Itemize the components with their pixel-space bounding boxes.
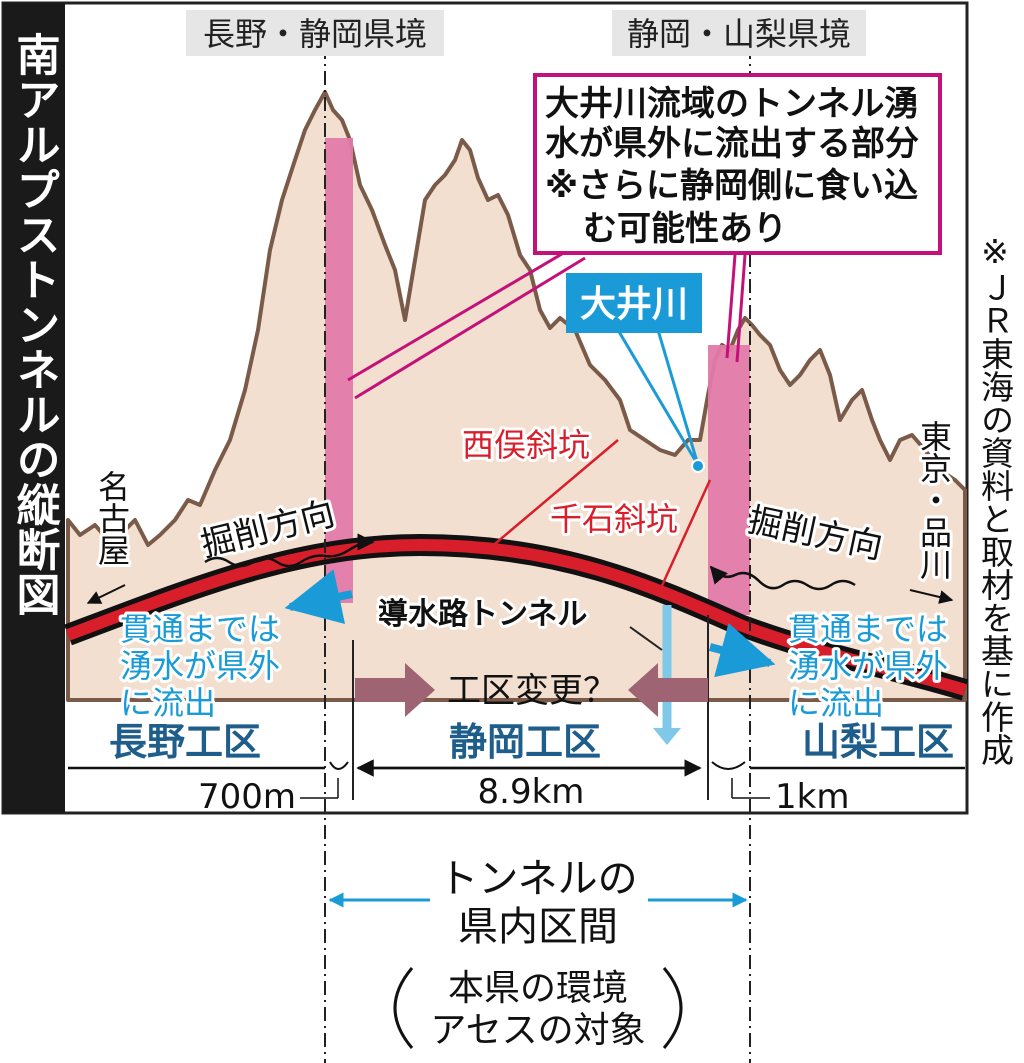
river-pointer-1	[616, 329, 700, 466]
source-note: ※ＪＲ東海の資料と取材を基に作成	[976, 232, 1015, 766]
change-arrow-left	[355, 663, 435, 717]
nishimata-label: 西俣斜坑	[462, 426, 590, 464]
title-bar	[3, 3, 65, 813]
outflow-arrow-right	[708, 622, 776, 678]
border-label-left: 長野・静岡県境	[203, 15, 427, 53]
aqueduct-arrowhead	[653, 728, 681, 745]
border-label-left-bg	[186, 10, 444, 56]
distance-yamanashi: 1km	[775, 777, 849, 817]
paren-left	[393, 967, 414, 1049]
in-prefecture-line-4: アセスの対象	[430, 1010, 645, 1051]
outflow-arrow-left	[284, 569, 353, 625]
callout-leader-left-2	[354, 256, 586, 400]
callout-leader-right-2	[735, 254, 747, 363]
outflow-zone-nagano	[325, 138, 353, 603]
destination-west: 名古屋	[93, 470, 131, 566]
tunnel-fill	[65, 538, 967, 696]
change-label: 工区変更？	[447, 671, 617, 711]
outflow-left-line-1: 貫通までは	[120, 610, 280, 648]
outflow-left-line-2: 湧水が県外	[120, 647, 280, 685]
distance-nagano: 700m	[198, 777, 296, 817]
river-label: 大井川	[580, 284, 688, 325]
change-arrow-right	[628, 663, 708, 717]
excavation-wave-left	[204, 533, 375, 568]
aqueduct-label: 導水路トンネル	[378, 597, 587, 632]
outflow-right-line-3: に流出	[788, 684, 884, 722]
border-label-right: 静岡・山梨県境	[627, 15, 851, 53]
callout-line-4: む可能性あり	[583, 209, 787, 249]
callout-box	[533, 73, 942, 255]
diagram-title: 南アルプストンネルの縦断図	[9, 32, 61, 617]
in-prefecture-line-2: 県内区間	[458, 904, 618, 950]
distance-1km-bracket	[711, 761, 746, 770]
distance-700m-bracket	[329, 761, 349, 770]
senzoku-shaft	[658, 479, 712, 591]
paren-right	[662, 967, 683, 1049]
callout-leader-left-1	[347, 246, 573, 382]
callout-line-3: ※さらに静岡側に食い込	[545, 166, 918, 206]
destination-west-arrow	[86, 584, 126, 604]
nishimata-shaft	[489, 439, 619, 549]
callout-line-2: 水が県外に流出する部分	[545, 124, 919, 164]
border-label-right-bg	[612, 10, 866, 56]
in-prefecture-line-1: トンネルの	[438, 856, 637, 902]
section-shizuoka: 静岡工区	[449, 720, 601, 764]
section-yamanashi: 山梨工区	[802, 720, 954, 764]
outflow-left-line-3: に流出	[120, 684, 216, 722]
outflow-right-line-1: 貫通までは	[788, 610, 948, 648]
section-nagano: 長野工区	[109, 720, 261, 764]
aqueduct-leader	[629, 626, 663, 651]
river-label-bg	[566, 273, 702, 333]
distance-shizuoka: 8.9km	[478, 772, 585, 812]
outflow-zone-yamanashi	[708, 345, 750, 615]
callout-line-1: 大井川流域のトンネル湧	[545, 84, 918, 124]
destination-east-arrow	[909, 589, 954, 604]
river-point	[691, 459, 705, 473]
river-pointer-2	[656, 329, 700, 466]
destination-east: 東京・品川	[915, 420, 953, 580]
excavation-wave-right	[709, 565, 856, 591]
senzoku-label: 千石斜坑	[550, 500, 678, 538]
outflow-right-line-2: 湧水が県外	[788, 647, 948, 685]
callout-leader-right-1	[725, 254, 737, 359]
in-prefecture-line-3: 本県の環境	[448, 968, 628, 1009]
